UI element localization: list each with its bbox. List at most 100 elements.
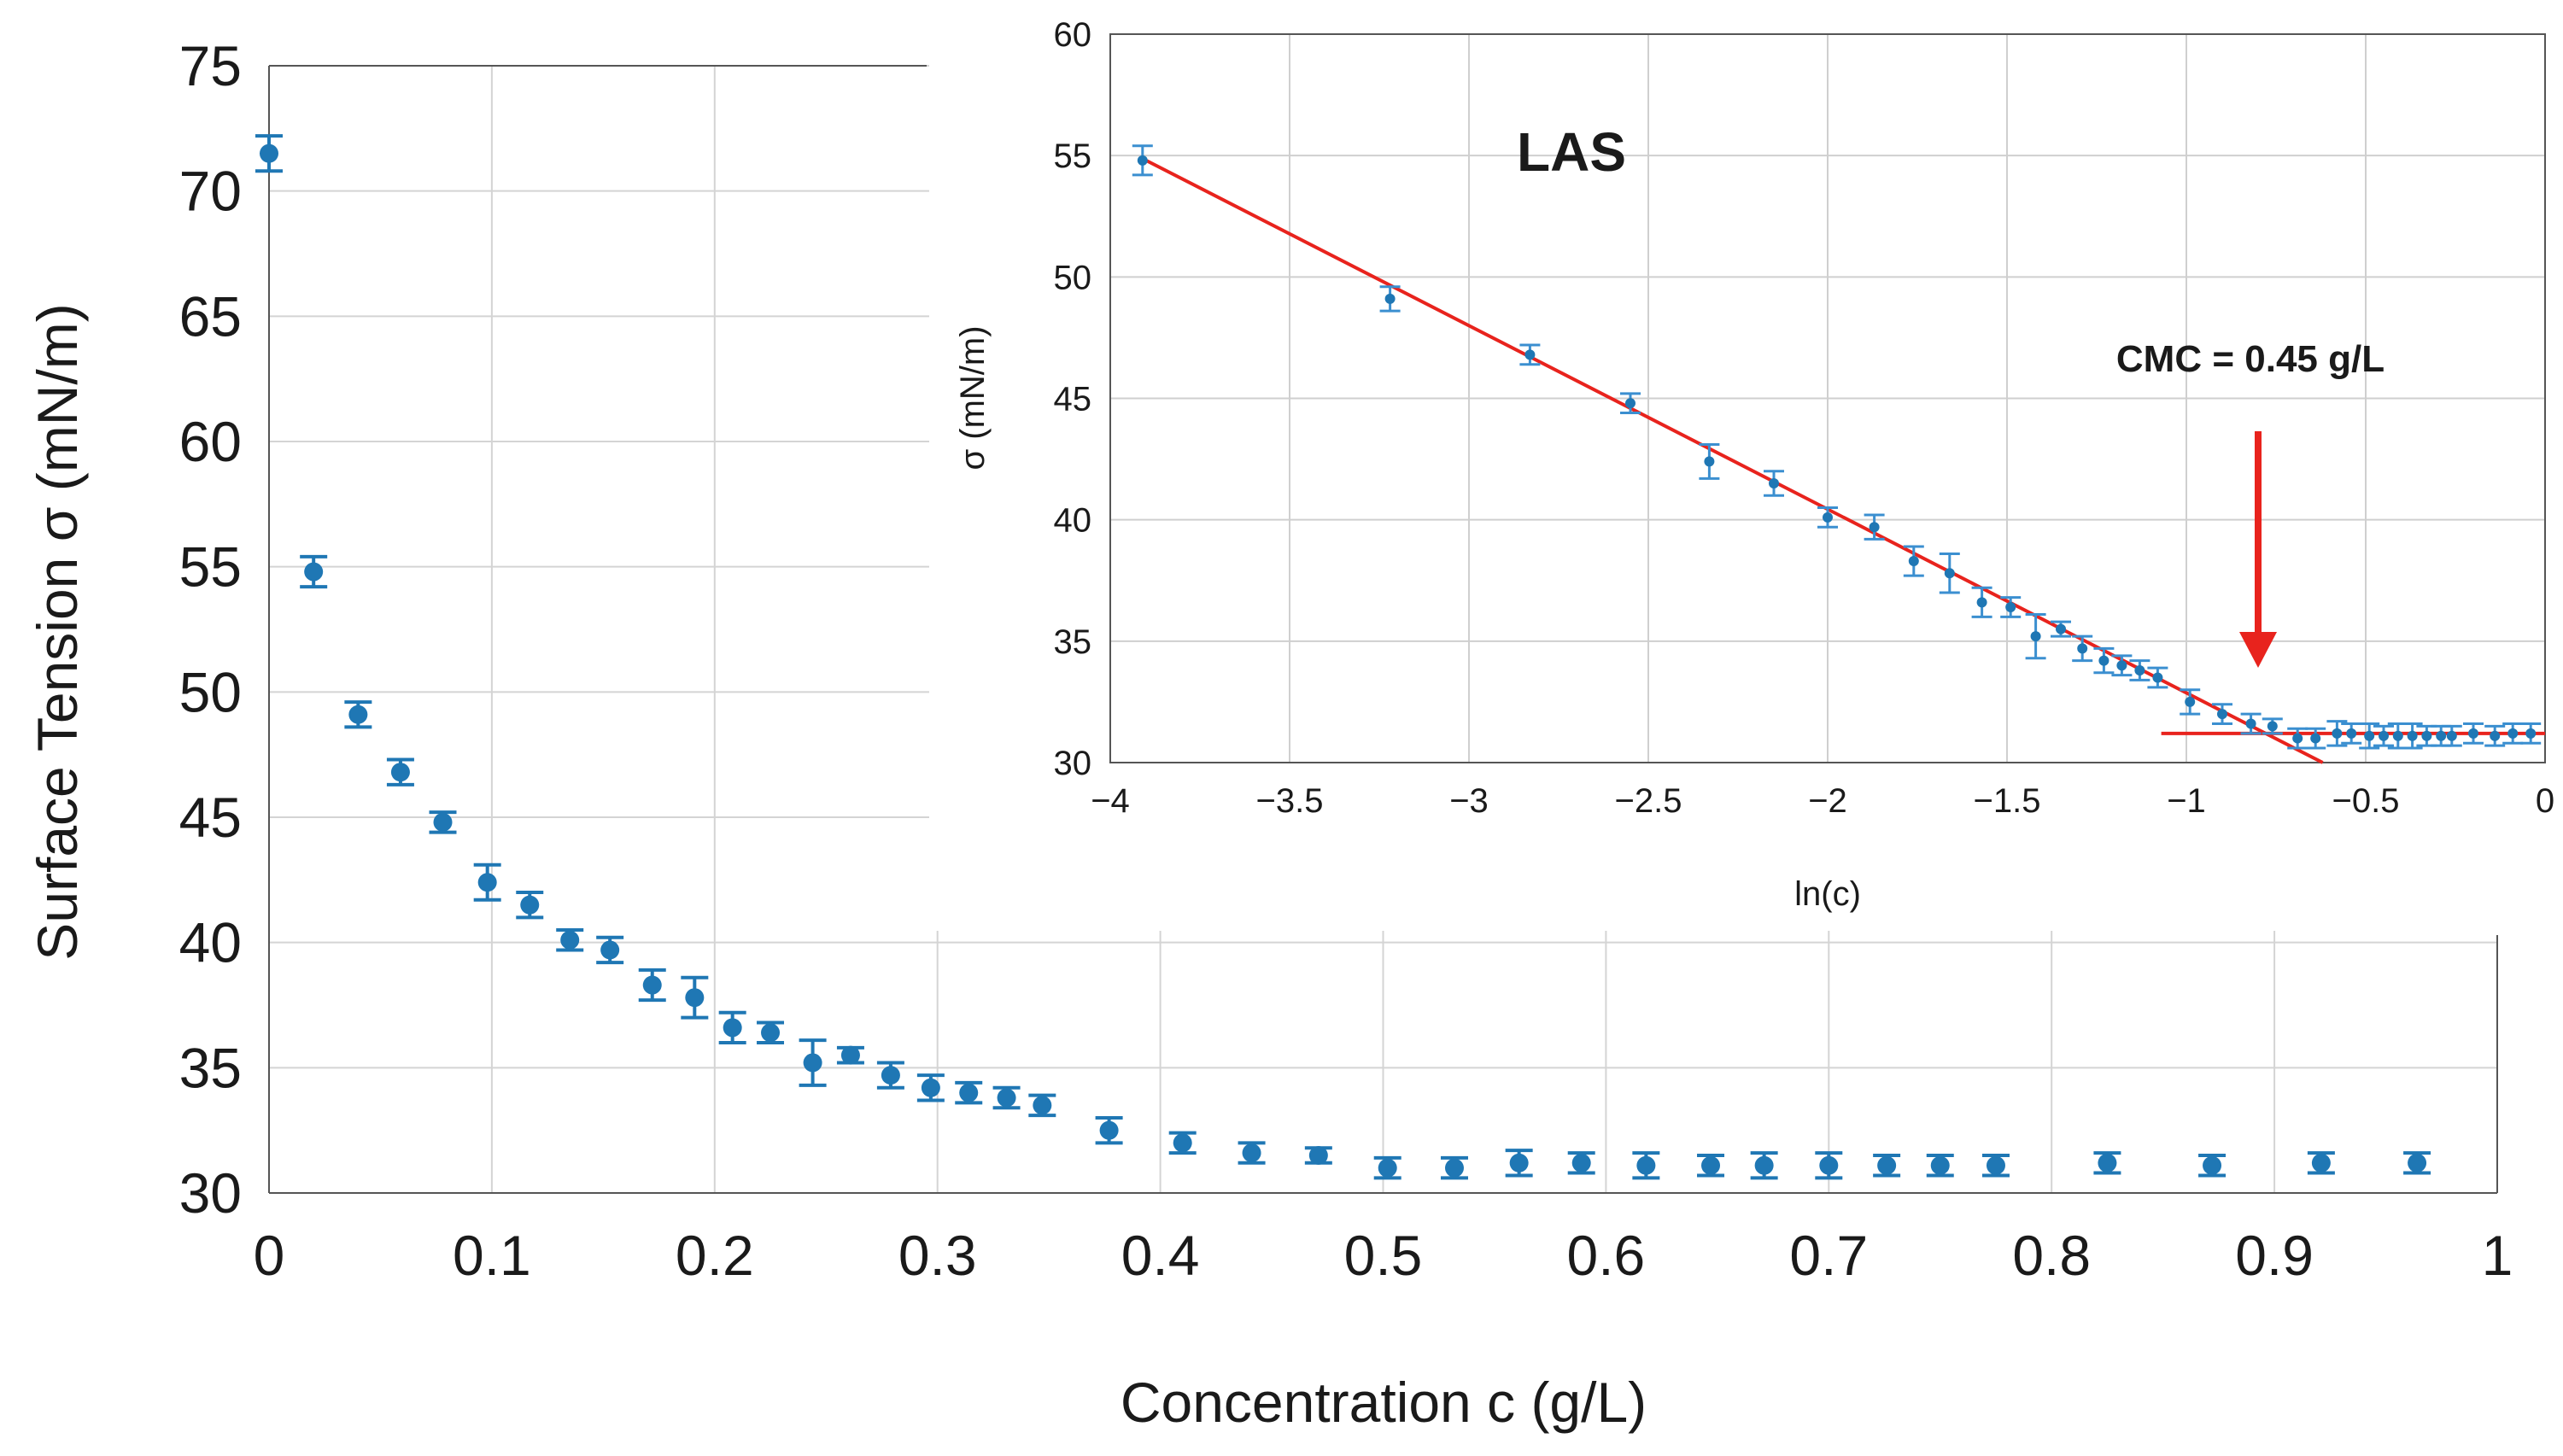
main-data-point xyxy=(955,1080,983,1105)
inset-marker xyxy=(2116,660,2127,671)
main-data-point xyxy=(2307,1151,2335,1175)
inset-y-tick-label: 50 xyxy=(1054,259,1092,296)
inset-data-point xyxy=(2287,727,2308,750)
inset-marker xyxy=(2134,664,2145,675)
inset-marker xyxy=(1976,597,1987,608)
inset-marker xyxy=(2030,631,2041,642)
main-marker xyxy=(1701,1155,1721,1175)
inset-marker xyxy=(2077,643,2088,654)
inset-y-tick-label: 60 xyxy=(1054,16,1092,54)
main-data-point xyxy=(1304,1146,1332,1165)
main-x-tick-label: 0.3 xyxy=(898,1224,977,1287)
main-x-tick-label: 0.4 xyxy=(1121,1224,1200,1287)
inset-y-tick-label: 40 xyxy=(1054,502,1092,540)
main-y-tick-label: 45 xyxy=(179,786,242,849)
main-data-point xyxy=(1632,1151,1660,1180)
inset-marker xyxy=(1869,522,1880,533)
main-data-point xyxy=(1095,1116,1123,1145)
inset-data-point xyxy=(1817,506,1838,529)
inset-marker xyxy=(2407,730,2418,741)
inset-marker xyxy=(1704,456,1715,467)
main-marker xyxy=(723,1018,742,1038)
main-marker xyxy=(1986,1155,2005,1175)
main-data-point xyxy=(300,554,328,589)
main-data-point xyxy=(1926,1154,1954,1178)
inset-data-point xyxy=(2212,703,2232,726)
main-marker xyxy=(959,1083,979,1102)
inset-data-point xyxy=(2000,596,2022,618)
inset-marker xyxy=(1625,398,1636,409)
inset-x-tick-label: 0 xyxy=(2536,782,2554,820)
main-data-point xyxy=(1567,1151,1595,1175)
inset-background xyxy=(929,0,2563,931)
inset-marker xyxy=(1137,155,1148,166)
inset-marker xyxy=(2507,728,2519,739)
main-data-point xyxy=(1981,1154,2010,1178)
main-y-tick-label: 30 xyxy=(179,1161,242,1225)
main-data-point xyxy=(916,1073,945,1102)
main-marker xyxy=(840,1045,860,1065)
main-marker xyxy=(1819,1155,1839,1175)
inset-data-point xyxy=(1132,144,1153,177)
inset-data-point xyxy=(2111,654,2133,677)
inset-data-point xyxy=(2305,727,2326,750)
main-marker xyxy=(477,873,497,892)
inset-plot: −4 −3.5 −3 −2.5 −2 −1.5 −1 −0.5 0 30 35 40 45 50 55 60… xyxy=(929,0,2563,931)
main-marker xyxy=(1033,1096,1052,1115)
inset-y-tick-label: 45 xyxy=(1054,381,1092,418)
inset-x-axis-label: ln(c) xyxy=(1794,875,1861,913)
inset-marker xyxy=(1524,349,1536,360)
main-marker xyxy=(1930,1155,1950,1175)
inset-data-point xyxy=(1903,545,1924,577)
inset-y-ticks: 30 35 40 45 50 55 60 xyxy=(1054,16,1092,782)
main-data-points xyxy=(255,134,2431,1180)
inset-y-axis-label: σ (mN/m) xyxy=(954,325,992,470)
main-marker xyxy=(1099,1120,1119,1140)
inset-marker xyxy=(2346,728,2357,739)
inset-marker xyxy=(2446,730,2457,741)
inset-marker xyxy=(2056,623,2066,634)
inset-data-point xyxy=(2025,613,2046,660)
inset-marker xyxy=(2421,730,2432,741)
inset-marker xyxy=(2245,718,2256,729)
main-data-point xyxy=(556,928,584,952)
main-data-point xyxy=(1373,1155,1401,1180)
inset-x-tick-label: −3.5 xyxy=(1256,782,1324,820)
main-y-tick-label: 70 xyxy=(179,160,242,223)
main-y-tick-label: 50 xyxy=(179,660,242,723)
main-marker xyxy=(1754,1155,1774,1175)
main-marker xyxy=(2203,1155,2222,1175)
inset-marker xyxy=(2292,733,2303,744)
main-marker xyxy=(921,1078,940,1097)
main-marker xyxy=(1877,1155,1897,1175)
inset-x-tick-label: −0.5 xyxy=(2332,782,2400,820)
inset-data-point xyxy=(1699,443,1720,480)
inset-fit-line xyxy=(1145,159,2324,764)
inset-x-tick-label: −1 xyxy=(2167,782,2206,820)
inset-data-point xyxy=(2341,722,2362,745)
main-marker xyxy=(348,705,368,724)
main-data-point xyxy=(836,1045,864,1065)
main-y-tick-label: 65 xyxy=(179,284,242,348)
inset-data-point xyxy=(2072,634,2093,663)
inset-marker xyxy=(2332,728,2343,739)
inset-title: LAS xyxy=(1517,121,1626,183)
main-y-tick-label: 35 xyxy=(179,1036,242,1099)
main-axes-frame xyxy=(268,65,2498,1194)
main-x-tick-label: 1 xyxy=(2482,1224,2513,1287)
main-y-tick-label: 75 xyxy=(179,34,242,97)
inset-x-tick-label: −1.5 xyxy=(1974,782,2041,820)
main-marker xyxy=(600,940,620,960)
inset-data-point xyxy=(1864,513,1885,541)
main-data-point xyxy=(1238,1141,1266,1165)
main-marker xyxy=(881,1066,900,1085)
main-marker xyxy=(1242,1143,1261,1163)
inset-marker xyxy=(1823,512,1833,523)
cmc-arrow xyxy=(2239,431,2277,668)
inset-data-point xyxy=(2093,646,2115,675)
main-data-point xyxy=(681,975,709,1020)
main-data-point xyxy=(638,968,666,1003)
cmc-annotation: CMC = 0.45 g/L xyxy=(2116,338,2385,380)
inset-marker xyxy=(2490,730,2501,741)
inset-x-tick-label: −2.5 xyxy=(1615,782,1682,820)
